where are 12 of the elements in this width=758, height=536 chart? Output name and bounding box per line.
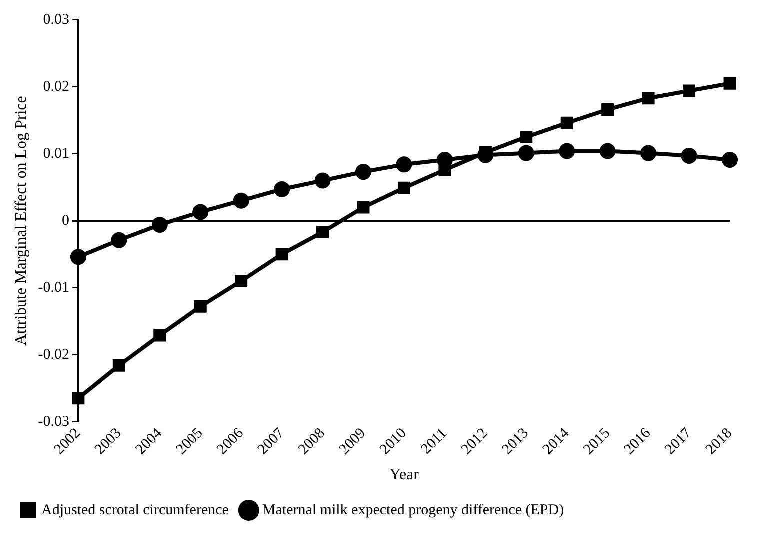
y-tick-label: 0 bbox=[62, 212, 70, 229]
y-tick-label: 0.02 bbox=[43, 78, 70, 95]
y-tick-label: 0.01 bbox=[43, 146, 70, 162]
y-axis-title: Attribute Marginal Effect on Log Price bbox=[12, 96, 30, 346]
y-tick-label: -0.03 bbox=[38, 414, 70, 430]
y-tick-label: -0.01 bbox=[38, 280, 70, 296]
legend-label: Adjusted scrotal circumference bbox=[42, 502, 230, 518]
y-tick-label: -0.02 bbox=[38, 346, 70, 363]
y-tick-label: 0.03 bbox=[43, 12, 70, 28]
x-tick-label: 2011 bbox=[418, 426, 451, 458]
x-axis-title: Year bbox=[389, 466, 420, 484]
legend-label: Maternal milk expected progeny difference (EPD) bbox=[262, 502, 564, 518]
